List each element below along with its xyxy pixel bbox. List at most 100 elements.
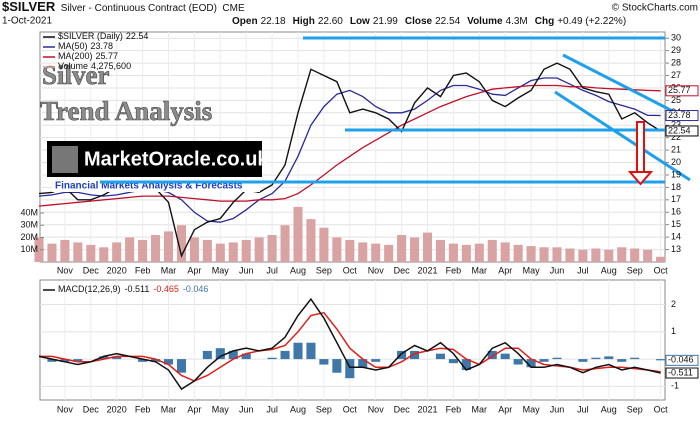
x-tick-label: May xyxy=(212,404,230,414)
x-tick-label: Feb xyxy=(135,265,151,275)
legend-text: Volume xyxy=(58,61,88,71)
histogram-bar xyxy=(513,359,523,365)
x-tick-label: 2020 xyxy=(107,265,127,275)
legend-value: -0.511 xyxy=(125,284,150,294)
x-tick-label: Feb xyxy=(446,265,462,275)
volume-bar xyxy=(34,237,44,262)
legend-entry: $SILVER (Daily) 22.54 xyxy=(58,31,148,41)
histogram-bar xyxy=(332,359,342,373)
macd-line xyxy=(38,297,661,391)
exchange: CME xyxy=(222,3,245,14)
x-tick-label: Nov xyxy=(368,404,385,414)
volume-bar xyxy=(228,242,238,262)
volume-bar xyxy=(591,248,601,262)
volume-bar xyxy=(138,239,148,262)
histogram-bar xyxy=(280,350,290,360)
histogram-bar xyxy=(526,359,536,368)
x-tick-label: 2021 xyxy=(417,265,437,275)
x-tick-label: Sep xyxy=(627,265,643,275)
macd-panel xyxy=(39,279,666,401)
volume-bar xyxy=(604,249,614,262)
volume-bar xyxy=(151,235,161,262)
description: Silver - Continuous Contract (EOD) xyxy=(61,3,217,14)
volume-tick-label: 30M xyxy=(20,220,38,230)
volume-bar xyxy=(215,243,225,262)
y-tick-label: 22 xyxy=(671,132,681,142)
x-tick-label: Mar xyxy=(161,265,177,275)
x-tick-label: Nov xyxy=(57,404,74,414)
legend-text: 25.77 xyxy=(96,51,119,61)
x-tick-label: Feb xyxy=(446,404,462,414)
trend-line xyxy=(554,90,691,182)
volume-bar xyxy=(280,225,290,262)
y-tick-label: 20 xyxy=(671,157,681,167)
x-tick-label: Oct xyxy=(654,265,669,275)
volume-bar xyxy=(112,242,122,262)
quote-label: Volume xyxy=(467,16,503,27)
x-tick-label: Apr xyxy=(498,265,512,275)
volume-bar xyxy=(371,243,381,262)
histogram-bar xyxy=(215,348,225,360)
value-flag-text: 23.78 xyxy=(668,110,691,120)
x-tick-label: Feb xyxy=(135,404,151,414)
histogram-bar xyxy=(228,350,238,360)
value-flag xyxy=(665,125,699,137)
histogram-bar xyxy=(604,356,614,360)
histogram-bar xyxy=(99,356,109,360)
volume-bar xyxy=(643,249,653,262)
x-tick-label: Sep xyxy=(316,265,332,275)
quote-line: Open 22.18 High 22.60 Low 21.99 Close 22.54 Volu… xyxy=(232,16,626,27)
histogram-bar xyxy=(73,359,83,362)
histogram-bar xyxy=(578,359,588,362)
quote-label: Close xyxy=(405,16,433,27)
legend-text: $SILVER (Daily) xyxy=(58,31,123,41)
overlay-title: Silver xyxy=(42,60,110,90)
volume-bar xyxy=(384,244,394,262)
volume-bar xyxy=(319,227,329,262)
histogram-bar xyxy=(552,357,562,360)
histogram-bar xyxy=(630,357,640,360)
histogram-bar xyxy=(267,357,277,360)
volume-bar xyxy=(397,235,407,262)
legend-text: 4,275,600 xyxy=(91,61,131,71)
histogram-bar xyxy=(319,359,329,365)
histogram-bar xyxy=(500,353,510,360)
x-tick-label: Dec xyxy=(394,404,411,414)
legend-entry: MA(50) 23.78 xyxy=(58,41,113,51)
macd-tick-label: 1 xyxy=(671,326,676,336)
x-tick-label: 2020 xyxy=(107,404,127,414)
volume-bar xyxy=(267,235,277,262)
value-flag xyxy=(665,367,699,379)
logo-text: MarketOracle.co.uk xyxy=(84,148,269,170)
symbol: $SILVER xyxy=(2,0,56,14)
volume-bar xyxy=(293,206,303,262)
value-flag xyxy=(665,354,699,366)
volume-bar xyxy=(526,246,536,262)
volume-bar xyxy=(47,243,57,262)
value-flag-text: 22.54 xyxy=(668,125,691,135)
volume-bar xyxy=(410,237,420,262)
volume-bar xyxy=(332,237,342,262)
volume-bar xyxy=(254,237,264,262)
macd-legend: MACD(12,26,9) -0.511 -0.465 -0.046 xyxy=(58,284,208,294)
volume-bar xyxy=(435,239,445,262)
value-flag-text: -0.046 xyxy=(668,355,694,365)
histogram-bar xyxy=(138,359,148,362)
y-tick-label: 21 xyxy=(671,144,681,154)
legend-text: MA(50) xyxy=(58,41,88,51)
x-tick-label: Aug xyxy=(601,265,617,275)
x-tick-label: Sep xyxy=(316,404,332,414)
volume-bar xyxy=(241,239,251,262)
x-tick-label: Aug xyxy=(290,265,306,275)
legend-entry: Volume 4,275,600 xyxy=(58,61,131,71)
x-tick-label: Jul xyxy=(266,404,278,414)
histogram-bar xyxy=(306,342,316,360)
volume-bar xyxy=(630,248,640,262)
macd-tick-label: -1 xyxy=(671,381,679,391)
histogram-bar xyxy=(151,359,161,362)
volume-bar xyxy=(422,232,433,262)
logo-box xyxy=(47,141,262,177)
volume-bar xyxy=(306,219,316,262)
